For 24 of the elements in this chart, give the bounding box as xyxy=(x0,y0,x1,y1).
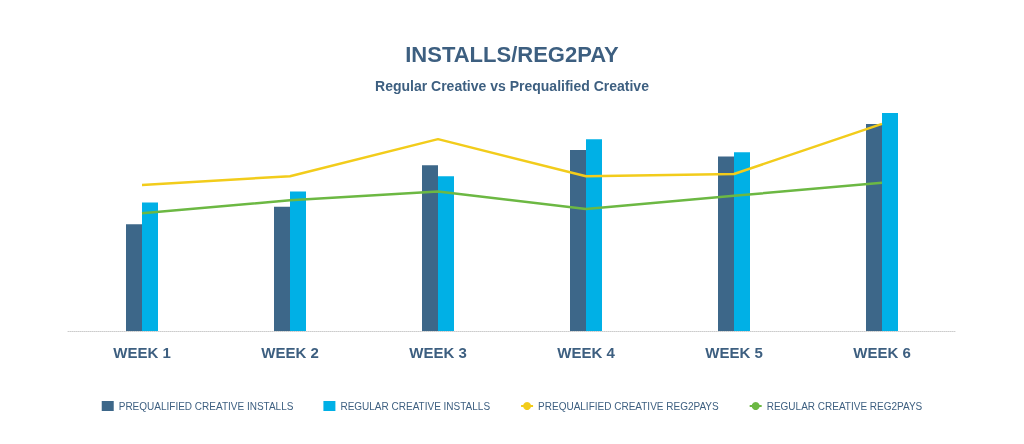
chart-title: INSTALLS/REG2PAY xyxy=(405,41,620,67)
bar xyxy=(570,150,586,331)
bar xyxy=(126,224,142,331)
bar xyxy=(274,206,290,331)
x-tick-label: WEEK 2 xyxy=(261,344,319,361)
bar xyxy=(438,176,454,331)
legend-label: PREQUALIFIED CREATIVE INSTALLS xyxy=(118,400,294,412)
bar xyxy=(142,202,158,331)
bar xyxy=(422,165,438,331)
bar xyxy=(718,156,734,331)
bar xyxy=(290,191,306,331)
bar xyxy=(586,139,602,331)
bar xyxy=(866,123,882,331)
x-tick-label: WEEK 1 xyxy=(113,344,171,361)
legend-label: PREQUALIFIED CREATIVE REG2PAYS xyxy=(538,400,719,412)
legend-label: REGULAR CREATIVE REG2PAYS xyxy=(766,400,923,412)
x-tick-label: WEEK 5 xyxy=(705,344,763,361)
bar xyxy=(734,152,750,331)
x-tick-label: WEEK 3 xyxy=(409,344,467,361)
chart-subtitle: Regular Creative vs Prequalified Creative xyxy=(375,78,650,94)
bar xyxy=(882,113,898,331)
x-tick-label: WEEK 4 xyxy=(557,344,616,361)
legend-label: REGULAR CREATIVE INSTALLS xyxy=(340,400,491,412)
x-tick-label: WEEK 6 xyxy=(853,344,911,361)
